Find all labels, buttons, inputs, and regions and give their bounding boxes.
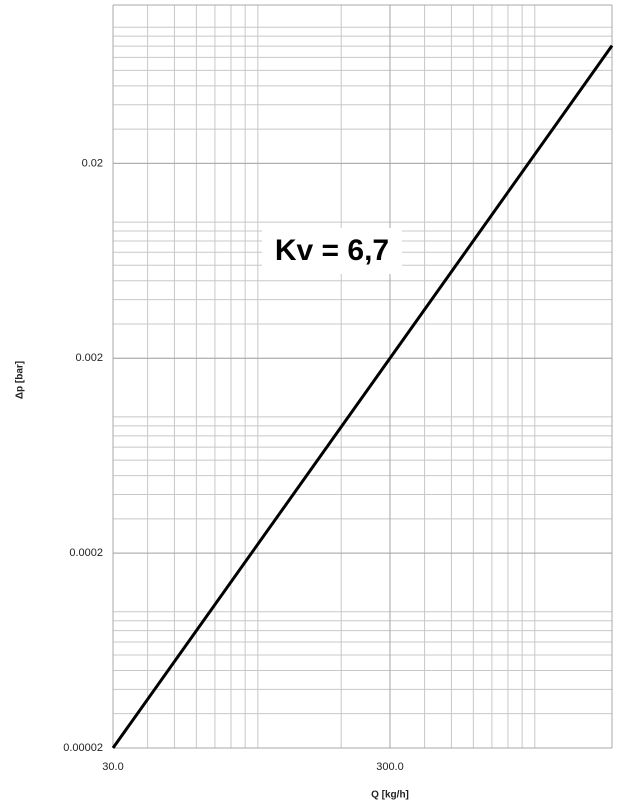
- annotation-background: [262, 228, 402, 274]
- x-tick-label: 30.0: [102, 761, 123, 773]
- x-axis-label: Q [kg/h]: [371, 790, 409, 801]
- y-tick-label: 0.02: [82, 157, 103, 169]
- x-tick-label: 300.0: [376, 761, 404, 773]
- annotation: Kv = 6,7: [275, 234, 389, 267]
- y-tick-label: 0.00002: [63, 742, 103, 754]
- data-line: [111, 44, 614, 749]
- y-axis-label: Δp [bar]: [15, 361, 26, 399]
- y-tick-label: 0.002: [75, 352, 103, 364]
- y-tick-label: 0.0002: [69, 547, 103, 559]
